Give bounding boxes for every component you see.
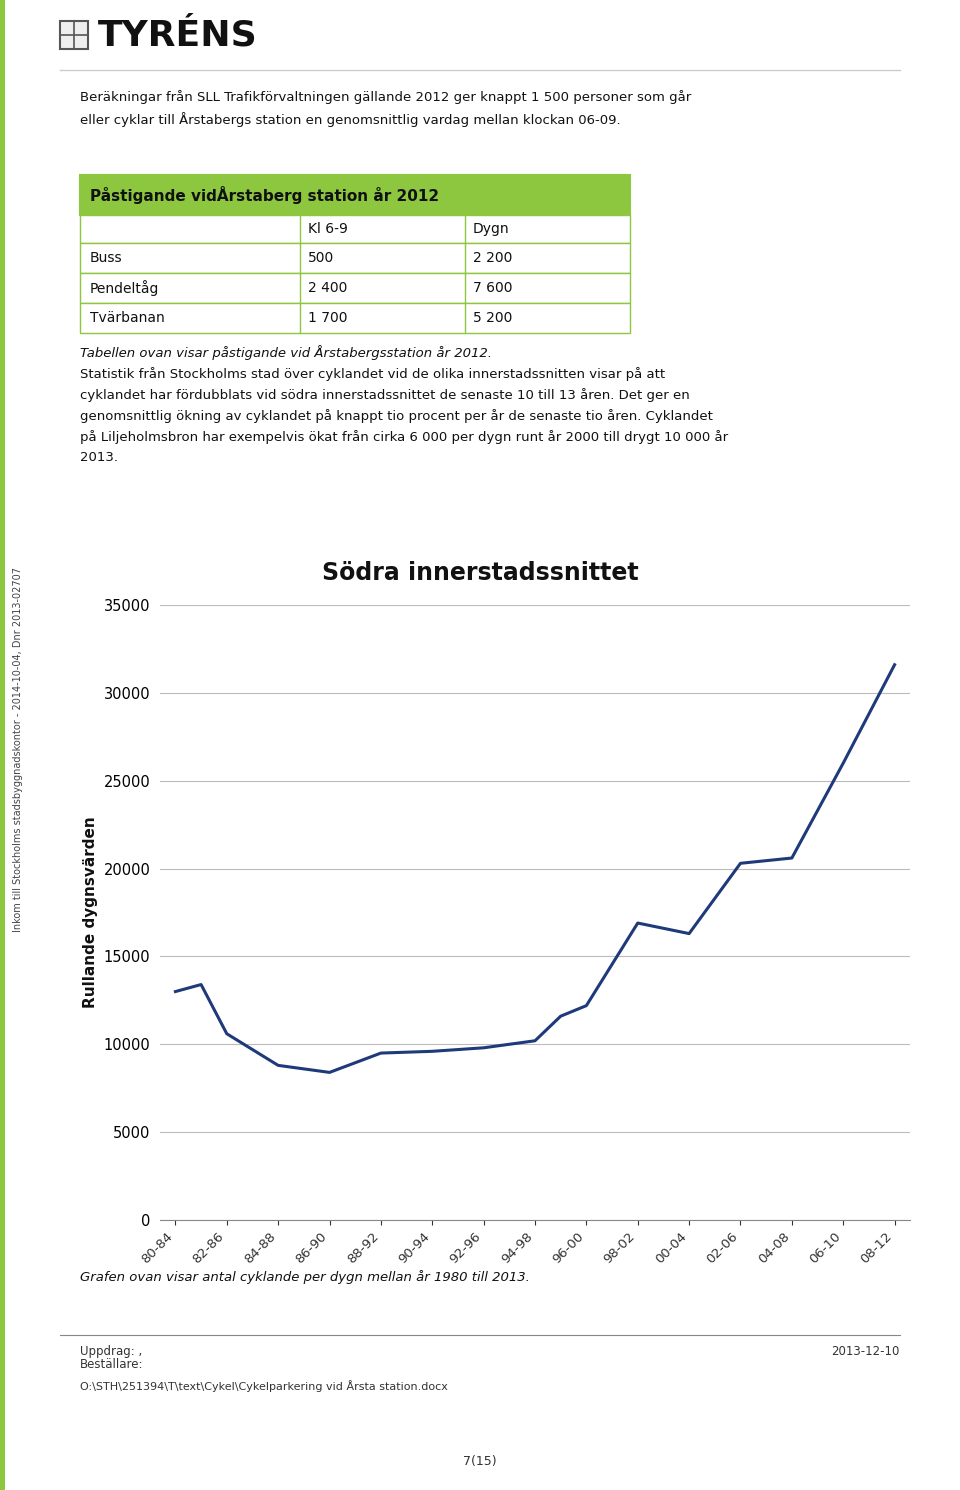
Text: 5 200: 5 200 [473,311,513,325]
Text: Grafen ovan visar antal cyklande per dygn mellan år 1980 till 2013.: Grafen ovan visar antal cyklande per dyg… [80,1269,530,1284]
Text: 2 200: 2 200 [473,250,513,265]
Text: 500: 500 [308,250,334,265]
Text: Pendeltåg: Pendeltåg [90,280,159,297]
Bar [80,215,630,243]
Text: 2 400: 2 400 [308,282,348,295]
Text: Beräkningar från SLL Trafikförvaltningen gällande 2012 ger knappt 1 500 personer: Beräkningar från SLL Trafikförvaltningen… [80,89,691,127]
Text: Tabellen ovan visar påstigande vid Årstabergsstation år 2012.: Tabellen ovan visar påstigande vid Årsta… [80,346,492,361]
Text: Buss: Buss [90,250,123,265]
Bar [80,243,630,273]
Text: Kl 6-9: Kl 6-9 [308,222,348,235]
Text: TYRÉNS: TYRÉNS [98,18,257,52]
Bar [0,0,5,1490]
Text: 7(15): 7(15) [463,1456,497,1468]
Text: 2013-12-10: 2013-12-10 [831,1345,900,1357]
Text: Statistik från Stockholms stad över cyklandet vid de olika innerstadssnitten vis: Statistik från Stockholms stad över cykl… [80,367,728,463]
Text: Södra innerstadssnittet: Södra innerstadssnittet [322,562,638,586]
Bar [80,273,630,302]
Text: Beställare:: Beställare: [80,1357,143,1371]
Text: Inkom till Stockholms stadsbyggnadskontor - 2014-10-04, Dnr 2013-02707: Inkom till Stockholms stadsbyggnadskonto… [13,568,23,933]
Text: Dygn: Dygn [473,222,510,235]
Bar [80,302,630,332]
Text: Påstigande vidÅrstaberg station år 2012: Påstigande vidÅrstaberg station år 2012 [90,186,439,204]
Text: 7 600: 7 600 [473,282,513,295]
Text: O:\STH\251394\T\text\Cykel\Cykelparkering vid Årsta station.docx: O:\STH\251394\T\text\Cykel\Cykelparkerin… [80,1380,448,1392]
Y-axis label: Rullande dygnsvärden: Rullande dygnsvärden [83,817,98,1009]
Text: 1 700: 1 700 [308,311,348,325]
Text: Tvärbanan: Tvärbanan [90,311,165,325]
Text: Uppdrag: ,: Uppdrag: , [80,1345,142,1357]
Bar [60,21,88,49]
Bar [80,174,630,215]
